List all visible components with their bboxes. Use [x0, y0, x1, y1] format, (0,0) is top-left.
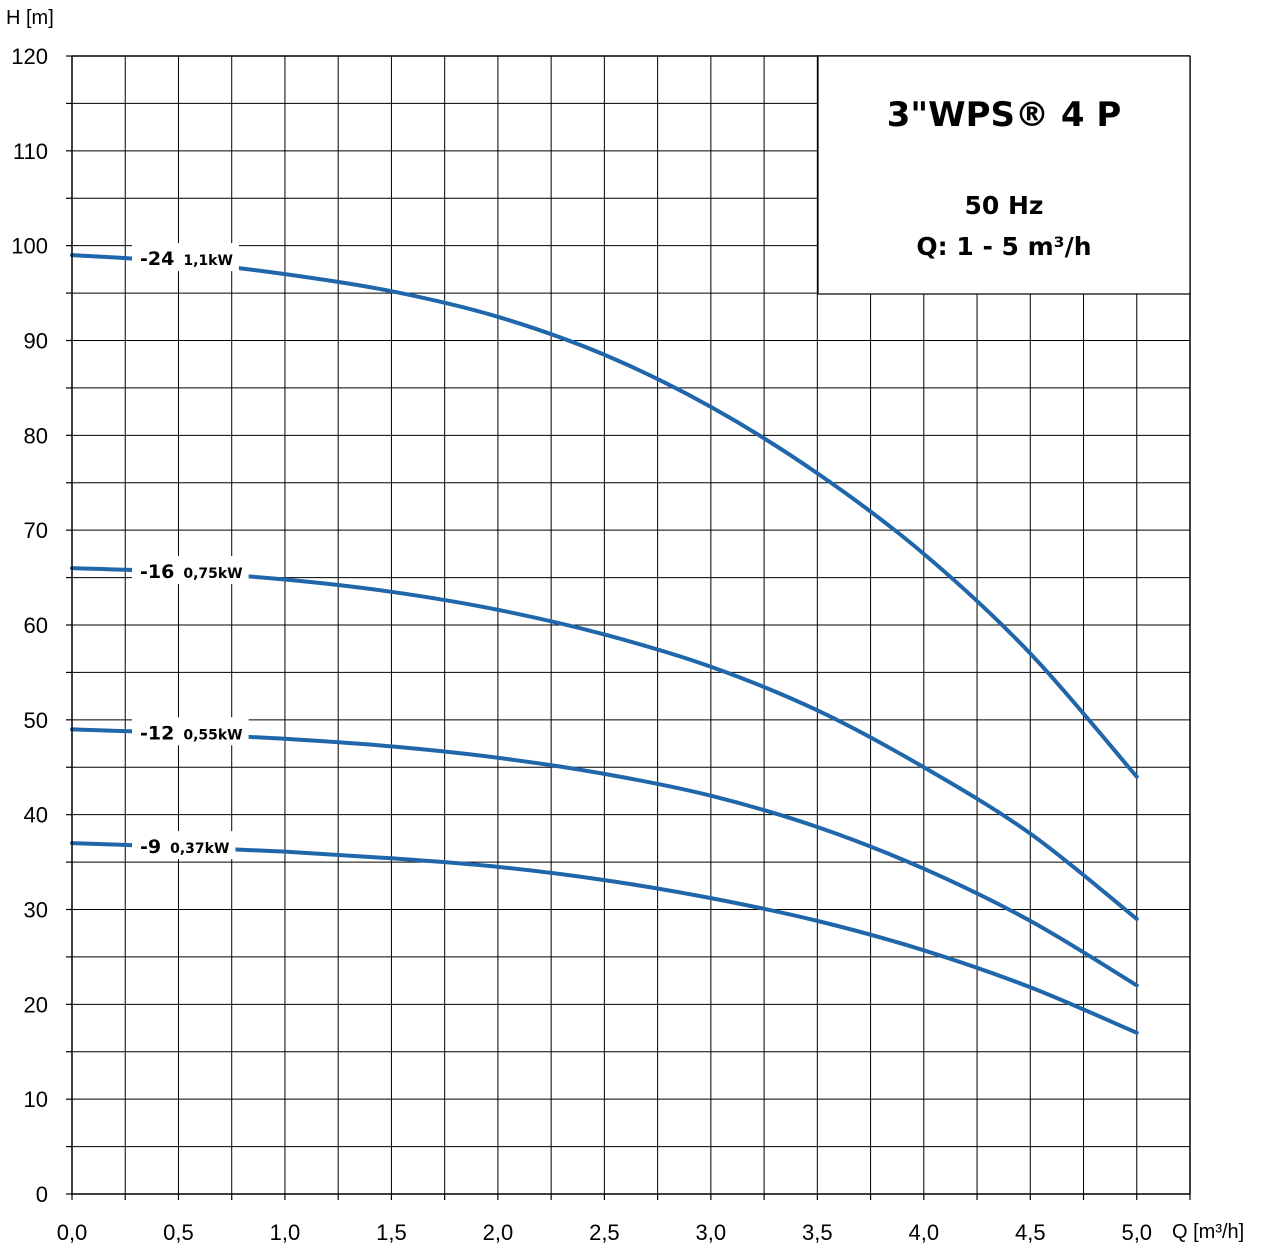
- y-tick-label: 100: [11, 234, 48, 259]
- chart-subtitle-flow-range: Q: 1 - 5 m³/h: [916, 232, 1091, 261]
- title-box: 3"WPS® 4 P 50 Hz Q: 1 - 5 m³/h: [817, 55, 1191, 295]
- x-tick-label: 4,0: [909, 1220, 940, 1245]
- x-tick-label: 3,0: [696, 1220, 727, 1245]
- y-axis-label: H [m]: [6, 7, 54, 29]
- curve-series-24: [70, 253, 1139, 779]
- curve-label: -12 0,55kW: [132, 717, 249, 746]
- y-tick-label: 60: [24, 613, 48, 638]
- x-tick-label: 3,5: [802, 1220, 833, 1245]
- curve-label-power: 0,55kW: [183, 727, 242, 743]
- x-tick-label: 5,0: [1121, 1220, 1152, 1245]
- chart-subtitle-frequency: 50 Hz: [965, 191, 1044, 220]
- curve-label-model: -9: [140, 836, 161, 858]
- curve-labels: -24 1,1kW -16 0,75kW -12 0,55kW -9 0,37kW: [132, 243, 249, 860]
- curve-series-12: [70, 727, 1139, 988]
- curve-label: -9 0,37kW: [132, 831, 236, 860]
- curve-label: -24 1,1kW: [132, 243, 239, 272]
- grid: [72, 55, 1191, 1194]
- x-tick-label: 0,0: [57, 1220, 88, 1245]
- curve-label-model: -16: [140, 561, 174, 583]
- tick-labels: 0 10 20 30 40 50 60 70 80 90 100 110 120 0,0 0,5 1,0 1,5…: [11, 44, 1152, 1245]
- x-tick-label: 4,5: [1015, 1220, 1046, 1245]
- y-tick-label: 20: [24, 992, 48, 1017]
- x-tick-label: 2,5: [589, 1220, 620, 1245]
- y-tick-label: 40: [24, 803, 48, 828]
- curve-series-16: [70, 566, 1139, 921]
- curve-series-9: [70, 841, 1139, 1035]
- curve-label-model: -24: [140, 248, 174, 270]
- y-tick-label: 10: [24, 1087, 48, 1112]
- y-tick-label: 110: [13, 139, 48, 164]
- y-tick-label: 50: [24, 708, 48, 733]
- curve-label-background: [132, 243, 239, 272]
- x-tick-label: 1,5: [376, 1220, 407, 1245]
- y-tick-label: 90: [24, 329, 48, 354]
- curve-label-model: -12: [140, 722, 174, 744]
- y-tick-label: 70: [24, 518, 48, 543]
- curve-label-background: [132, 556, 249, 585]
- curves: [70, 253, 1139, 1035]
- chart-title: 3"WPS® 4 P: [887, 95, 1122, 135]
- curve-label-power: 1,1kW: [183, 253, 233, 269]
- y-tick-label: 30: [24, 898, 48, 923]
- curve-label-power: 0,37kW: [170, 841, 229, 857]
- curve-label-background: [132, 831, 236, 860]
- x-tick-label: 0,5: [163, 1220, 194, 1245]
- y-tick-label: 120: [11, 44, 48, 69]
- y-tick-label: 80: [24, 423, 48, 448]
- curve-label: -16 0,75kW: [132, 556, 249, 585]
- x-axis-label: Q [m³/h]: [1172, 1221, 1244, 1243]
- curve-label-background: [132, 717, 249, 746]
- curve-label-power: 0,75kW: [183, 566, 242, 582]
- x-tick-label: 2,0: [483, 1220, 514, 1245]
- x-tick-label: 1,0: [270, 1220, 301, 1245]
- y-tick-label: 0: [36, 1182, 48, 1207]
